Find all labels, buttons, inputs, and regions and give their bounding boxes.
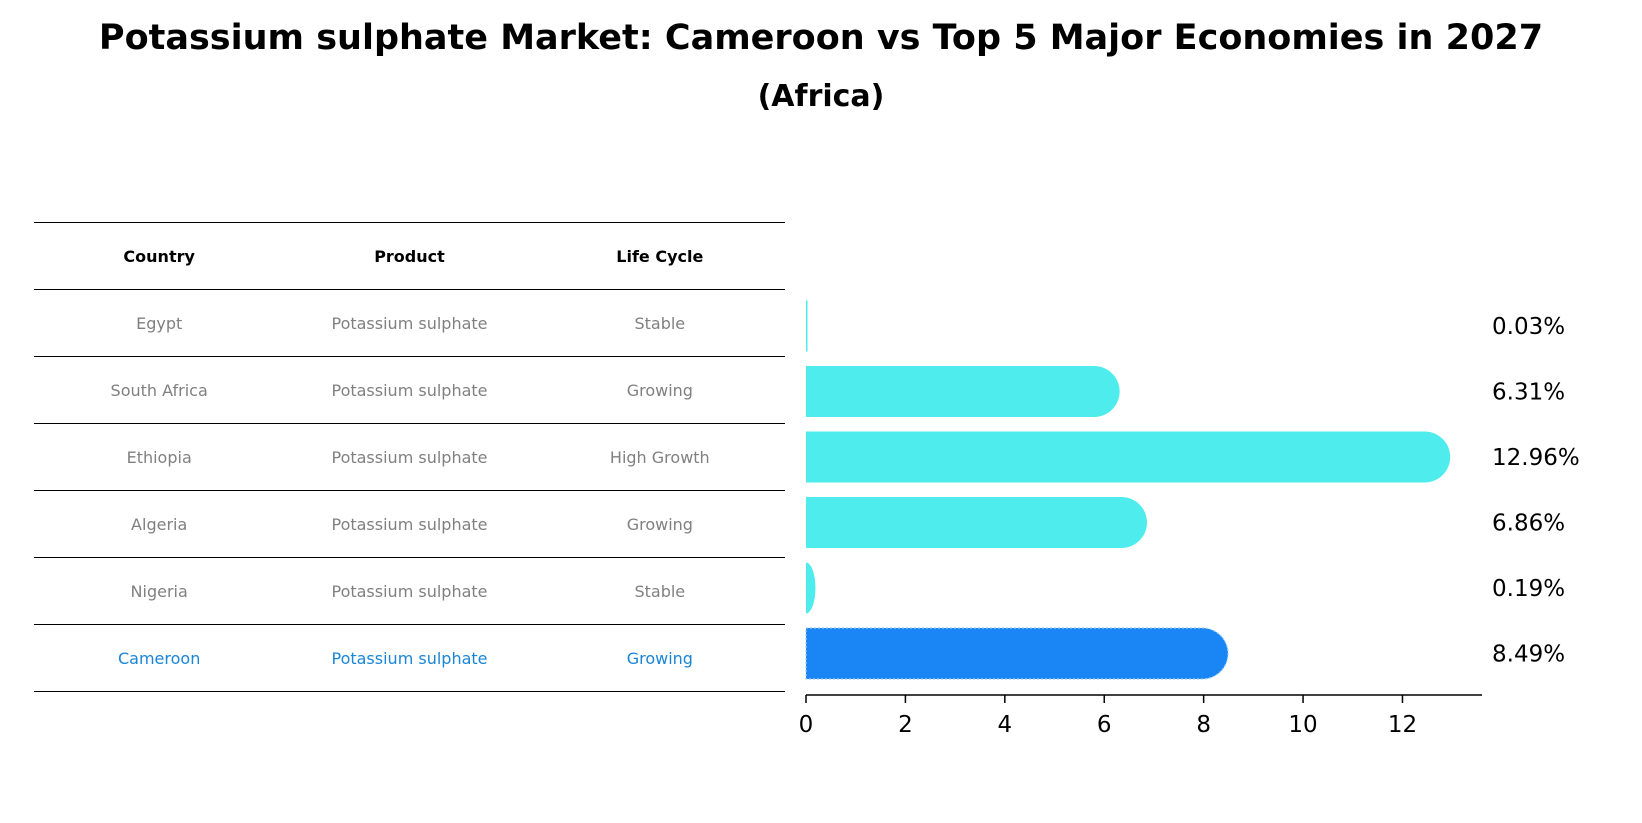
x-tick-label: 0 (799, 712, 814, 738)
value-label: 0.19% (1492, 576, 1565, 602)
country-cell: Egypt (136, 313, 183, 333)
x-axis-ticks: 0 2 4 6 8 10 12 (799, 695, 1417, 738)
x-tick-label: 10 (1288, 712, 1317, 738)
table-row: Egypt Potassium sulphate Stable (34, 290, 785, 357)
table-row-highlighted: Cameroon Potassium sulphate Growing (34, 625, 785, 692)
life-cycle-cell: Growing (626, 648, 693, 668)
country-cell: Cameroon (117, 648, 201, 668)
table-row: Nigeria Potassium sulphate Stable (34, 558, 785, 625)
chart-title: Potassium sulphate Market: Cameroon vs T… (98, 18, 1544, 58)
bars-group (805, 300, 1451, 680)
product-cell: Potassium sulphate (331, 313, 488, 333)
x-tick-label: 12 (1388, 712, 1417, 738)
country-table: Country Product Life Cycle Egypt Potassi… (34, 222, 785, 692)
value-label: 8.49% (1492, 642, 1565, 668)
header-life-cycle: Life Cycle (616, 246, 704, 266)
product-cell: Potassium sulphate (331, 581, 488, 601)
table-row: Ethiopia Potassium sulphate High Growth (34, 424, 785, 491)
table-header-row: Country Product Life Cycle (34, 222, 785, 290)
x-tick-label: 2 (898, 712, 913, 738)
value-label: 0.03% (1492, 314, 1565, 340)
product-cell: Potassium sulphate (331, 514, 488, 534)
value-label: 12.96% (1492, 445, 1580, 471)
life-cycle-cell: Stable (634, 313, 686, 333)
product-cell: Potassium sulphate (331, 447, 488, 467)
value-label: 6.86% (1492, 511, 1565, 537)
product-cell: Potassium sulphate (331, 648, 488, 668)
chart-subtitle: (Africa) (757, 79, 885, 114)
x-tick-label: 6 (1097, 712, 1112, 738)
life-cycle-cell: Stable (634, 581, 686, 601)
country-cell: South Africa (110, 380, 208, 400)
bar-algeria (806, 497, 1147, 548)
x-tick-label: 8 (1196, 712, 1211, 738)
value-labels-group: 0.03% 6.31% 12.96% 6.86% 0.19% 8.49% (1492, 314, 1580, 668)
header-country: Country (123, 246, 195, 266)
table-row: South Africa Potassium sulphate Growing (34, 357, 785, 424)
country-cell: Ethiopia (126, 447, 192, 467)
bar-cameroon (805, 627, 1229, 680)
bar-ethiopia (806, 431, 1451, 483)
bar-nigeria (806, 562, 816, 614)
country-cell: Nigeria (130, 581, 188, 601)
x-tick-label: 4 (998, 712, 1013, 738)
life-cycle-cell: Growing (626, 514, 693, 534)
bar-south-africa (805, 366, 1120, 417)
bar-egypt (806, 300, 808, 352)
table-row: Algeria Potassium sulphate Growing (34, 491, 785, 558)
value-label: 6.31% (1492, 380, 1565, 406)
life-cycle-cell: Growing (626, 380, 693, 400)
product-cell: Potassium sulphate (331, 380, 488, 400)
header-product: Product (374, 246, 445, 266)
country-cell: Algeria (131, 514, 188, 534)
life-cycle-cell: High Growth (609, 447, 710, 467)
